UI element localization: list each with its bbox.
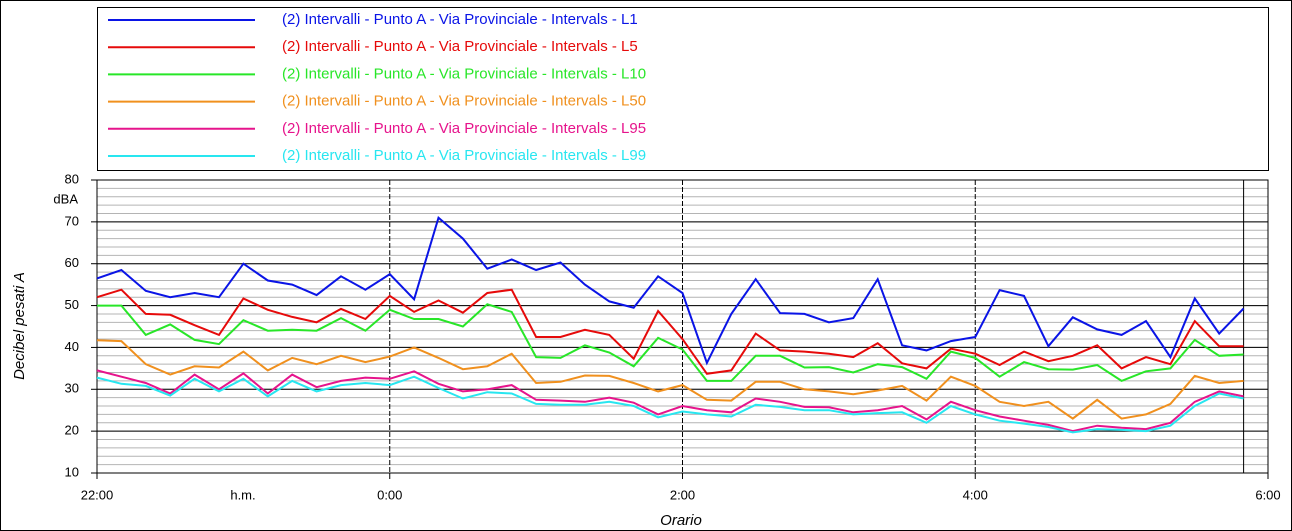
legend-box <box>97 7 1269 171</box>
y-tick-label: 40 <box>65 339 79 354</box>
series-line <box>96 369 1244 433</box>
x-axis-title: Orario <box>660 512 702 529</box>
x-unit-label: h.m. <box>230 487 255 502</box>
legend-label: (2) Intervalli - Punto A - Via Provincia… <box>282 147 646 164</box>
y-tick-label: 20 <box>65 423 79 438</box>
x-tick-label: 4:00 <box>963 487 988 502</box>
legend-label: (2) Intervalli - Punto A - Via Provincia… <box>282 93 646 110</box>
legend-label: (2) Intervalli - Punto A - Via Provincia… <box>282 38 638 55</box>
series-line <box>96 375 1244 434</box>
y-tick-label: 80 <box>65 171 79 186</box>
y-tick-label: 70 <box>65 213 79 228</box>
legend-label: (2) Intervalli - Punto A - Via Provincia… <box>282 120 646 137</box>
x-tick-label: 6:00 <box>1255 487 1280 502</box>
series-line <box>96 215 1245 366</box>
y-tick-label: 10 <box>65 464 79 479</box>
y-unit-label: dBA <box>53 191 78 206</box>
series-line <box>97 303 1244 383</box>
series-line <box>96 288 1244 375</box>
x-tick-label: 22:00 <box>81 487 114 502</box>
legend-label: (2) Intervalli - Punto A - Via Provincia… <box>282 65 646 82</box>
y-tick-label: 30 <box>65 381 79 396</box>
x-tick-label: 2:00 <box>670 487 695 502</box>
y-tick-label: 60 <box>65 255 79 270</box>
y-axis-title: Decibel pesati A <box>11 272 28 380</box>
plot-border <box>96 179 1269 474</box>
y-tick-label: 50 <box>65 297 79 312</box>
x-tick-label: 0:00 <box>377 487 402 502</box>
legend-label: (2) Intervalli - Punto A - Via Provincia… <box>282 11 638 28</box>
series-line <box>96 339 1244 420</box>
